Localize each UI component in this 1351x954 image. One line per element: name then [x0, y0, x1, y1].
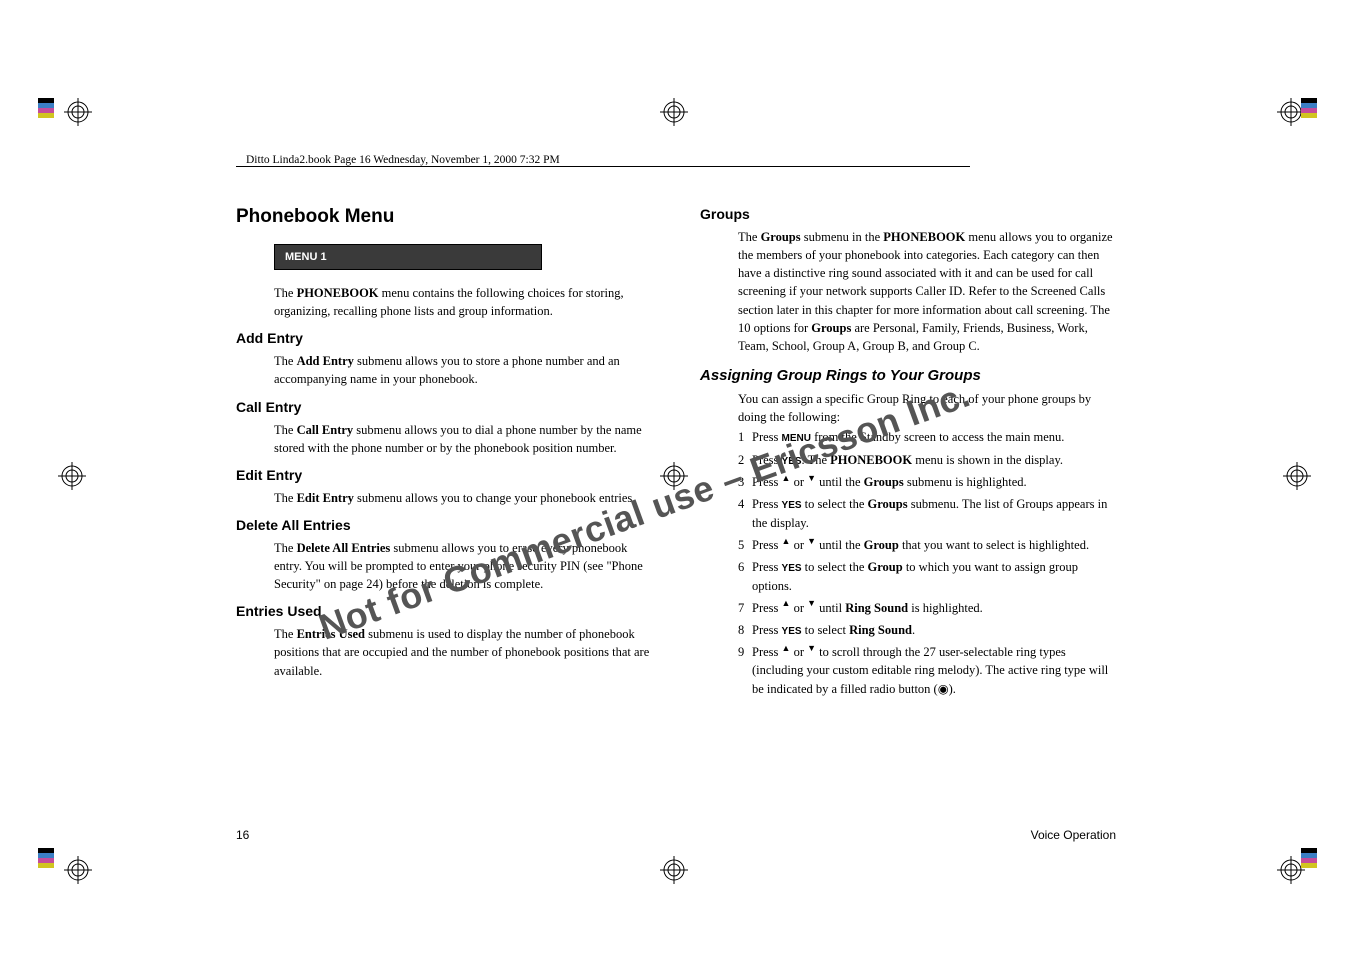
page-footer: 16 Voice Operation [236, 828, 1116, 842]
assign-steps: 1Press MENU from the Standby screen to a… [738, 428, 1116, 698]
menu-box: MENU 1 [274, 244, 542, 270]
right-column: Groups The Groups submenu in the PHONEBO… [700, 206, 1116, 702]
body-edit-entry: The Edit Entry submenu allows you to cha… [274, 489, 652, 507]
heading-edit-entry: Edit Entry [236, 467, 652, 483]
colorbar-corner [1301, 98, 1337, 134]
intro-text: The PHONEBOOK menu contains the followin… [274, 284, 652, 320]
colorbar-corner [1301, 848, 1337, 884]
page-content: Phonebook Menu MENU 1 The PHONEBOOK menu… [236, 206, 1116, 702]
list-item: 7Press ▲ or ▼ until Ring Sound is highli… [738, 599, 1116, 617]
list-item: 2Press YES. The PHONEBOOK menu is shown … [738, 451, 1116, 470]
list-item: 9Press ▲ or ▼ to scroll through the 27 u… [738, 643, 1116, 697]
registration-mark-side [1283, 462, 1311, 490]
assign-intro: You can assign a specific Group Ring to … [738, 390, 1116, 426]
colorbar-corner [38, 848, 74, 884]
body-add-entry: The Add Entry submenu allows you to stor… [274, 352, 652, 388]
registration-mark [660, 98, 688, 126]
list-item: 1Press MENU from the Standby screen to a… [738, 428, 1116, 447]
registration-mark-side [58, 462, 86, 490]
running-head: Ditto Linda2.book Page 16 Wednesday, Nov… [246, 154, 560, 166]
section-title: Phonebook Menu [236, 206, 652, 228]
body-groups: The Groups submenu in the PHONEBOOK menu… [738, 228, 1116, 355]
heading-add-entry: Add Entry [236, 330, 652, 346]
footer-section: Voice Operation [1031, 828, 1116, 842]
heading-groups: Groups [700, 206, 1116, 222]
list-item: 6Press YES to select the Group to which … [738, 558, 1116, 595]
list-item: 4Press YES to select the Groups submenu.… [738, 495, 1116, 532]
registration-mark [660, 856, 688, 884]
body-call-entry: The Call Entry submenu allows you to dia… [274, 421, 652, 457]
body-entries-used: The Entries Used submenu is used to disp… [274, 625, 652, 679]
heading-call-entry: Call Entry [236, 399, 652, 415]
heading-assign-rings: Assigning Group Rings to Your Groups [700, 367, 1116, 384]
heading-delete-all: Delete All Entries [236, 517, 652, 533]
heading-entries-used: Entries Used [236, 603, 652, 619]
list-item: 5Press ▲ or ▼ until the Group that you w… [738, 536, 1116, 554]
list-item: 3Press ▲ or ▼ until the Groups submenu i… [738, 473, 1116, 491]
colorbar-corner [38, 98, 74, 134]
left-column: Phonebook Menu MENU 1 The PHONEBOOK menu… [236, 206, 652, 702]
body-delete-all: The Delete All Entries submenu allows yo… [274, 539, 652, 593]
header-rule [236, 166, 970, 167]
page-number: 16 [236, 828, 249, 842]
list-item: 8Press YES to select Ring Sound. [738, 621, 1116, 640]
